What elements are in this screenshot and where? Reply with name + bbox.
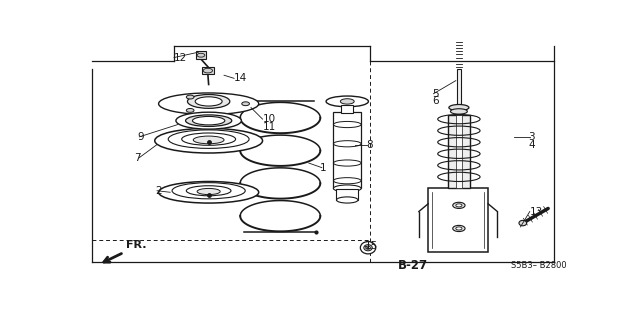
Bar [196, 51, 206, 59]
Ellipse shape [451, 109, 467, 114]
Bar [202, 67, 214, 74]
Ellipse shape [186, 108, 194, 112]
Text: 3: 3 [528, 132, 535, 142]
Text: 11: 11 [262, 122, 276, 132]
Ellipse shape [176, 112, 241, 129]
Ellipse shape [159, 93, 259, 115]
Text: 2: 2 [155, 186, 161, 196]
Text: 14: 14 [234, 73, 247, 83]
Ellipse shape [456, 204, 462, 207]
Text: S5B3– B2800: S5B3– B2800 [511, 261, 567, 270]
Text: 1: 1 [320, 163, 327, 173]
Text: 7: 7 [134, 152, 141, 163]
Text: 9: 9 [137, 132, 143, 142]
Ellipse shape [186, 115, 232, 126]
Ellipse shape [155, 128, 262, 153]
Text: 4: 4 [528, 139, 535, 150]
Ellipse shape [452, 202, 465, 208]
Bar [333, 112, 361, 189]
Ellipse shape [340, 99, 354, 104]
Ellipse shape [193, 116, 225, 125]
Text: 12: 12 [174, 53, 188, 63]
Bar [456, 115, 462, 189]
Bar [448, 115, 470, 189]
Ellipse shape [193, 136, 224, 144]
Ellipse shape [337, 197, 358, 203]
Text: FR.: FR. [126, 240, 147, 250]
Ellipse shape [456, 227, 462, 230]
Ellipse shape [197, 53, 205, 57]
Bar [337, 189, 358, 200]
Ellipse shape [195, 97, 222, 106]
Text: 13: 13 [530, 206, 543, 217]
Ellipse shape [204, 68, 212, 73]
Ellipse shape [242, 102, 250, 106]
Ellipse shape [360, 241, 376, 254]
Text: 8: 8 [367, 139, 373, 150]
Text: 10: 10 [262, 114, 276, 124]
Text: 6: 6 [432, 96, 438, 107]
Ellipse shape [197, 189, 220, 195]
Ellipse shape [449, 105, 469, 111]
Ellipse shape [186, 95, 194, 99]
Ellipse shape [519, 220, 527, 226]
Ellipse shape [333, 185, 361, 192]
Bar [341, 105, 353, 113]
Text: B-27: B-27 [397, 259, 428, 272]
Ellipse shape [188, 94, 230, 108]
Bar [428, 189, 488, 252]
Bar [456, 69, 461, 108]
Text: 5: 5 [432, 89, 438, 99]
Ellipse shape [365, 246, 371, 249]
Ellipse shape [159, 182, 259, 203]
Ellipse shape [326, 96, 369, 107]
Text: 15: 15 [365, 241, 378, 251]
Ellipse shape [452, 226, 465, 232]
Ellipse shape [364, 245, 372, 251]
